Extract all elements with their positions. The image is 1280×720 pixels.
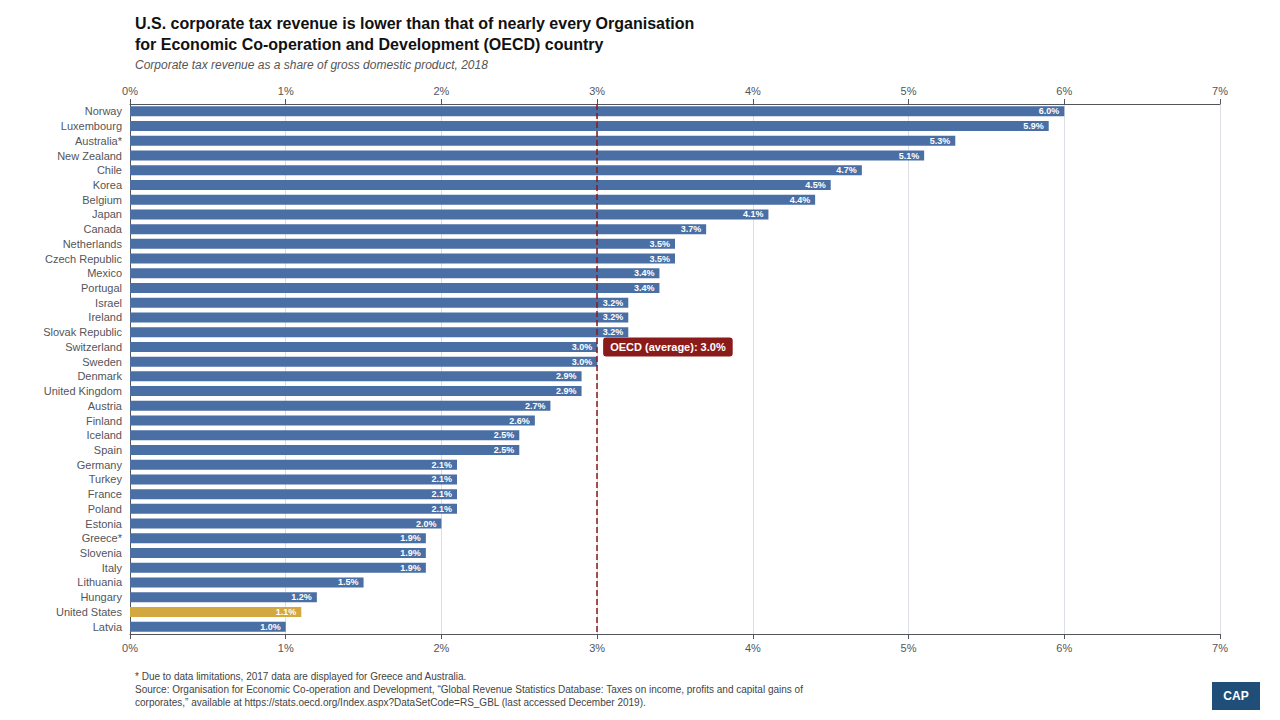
svg-text:2.6%: 2.6% — [509, 416, 530, 426]
svg-text:4.7%: 4.7% — [836, 165, 857, 175]
svg-text:Ireland: Ireland — [88, 311, 122, 323]
svg-text:4.4%: 4.4% — [790, 195, 811, 205]
svg-text:2.1%: 2.1% — [431, 474, 452, 484]
svg-text:5.1%: 5.1% — [899, 151, 920, 161]
svg-text:3%: 3% — [589, 642, 605, 654]
svg-text:Korea: Korea — [93, 179, 123, 191]
svg-text:5%: 5% — [901, 642, 917, 654]
svg-text:Canada: Canada — [83, 223, 122, 235]
svg-text:3.0%: 3.0% — [572, 357, 593, 367]
svg-text:1.5%: 1.5% — [338, 577, 359, 587]
svg-text:Hungary: Hungary — [80, 591, 122, 603]
svg-text:4%: 4% — [745, 85, 761, 97]
svg-text:Belgium: Belgium — [82, 194, 122, 206]
svg-text:3.2%: 3.2% — [603, 312, 624, 322]
svg-text:2.0%: 2.0% — [416, 519, 437, 529]
svg-text:4.5%: 4.5% — [805, 180, 826, 190]
svg-text:1%: 1% — [278, 642, 294, 654]
svg-text:7%: 7% — [1212, 642, 1228, 654]
svg-text:3.2%: 3.2% — [603, 298, 624, 308]
svg-text:Slovenia: Slovenia — [80, 547, 123, 559]
svg-text:Germany: Germany — [77, 459, 123, 471]
svg-text:Turkey: Turkey — [89, 473, 123, 485]
svg-text:* Due to data limitations, 201: * Due to data limitations, 2017 data are… — [135, 671, 466, 682]
svg-text:2.5%: 2.5% — [494, 430, 515, 440]
svg-text:Israel: Israel — [95, 297, 122, 309]
svg-text:United States: United States — [56, 606, 123, 618]
svg-text:1.0%: 1.0% — [260, 622, 281, 632]
svg-text:Italy: Italy — [102, 562, 123, 574]
svg-text:United Kingdom: United Kingdom — [44, 385, 122, 397]
svg-text:4%: 4% — [745, 642, 761, 654]
svg-text:Lithuania: Lithuania — [77, 576, 123, 588]
svg-text:3%: 3% — [589, 85, 605, 97]
svg-text:Portugal: Portugal — [81, 282, 122, 294]
svg-text:for Economic Co-operation and: for Economic Co-operation and Developmen… — [135, 36, 604, 53]
svg-text:Czech Republic: Czech Republic — [45, 253, 123, 265]
svg-text:Iceland: Iceland — [87, 429, 122, 441]
svg-text:Latvia: Latvia — [93, 621, 123, 633]
svg-text:1.1%: 1.1% — [276, 607, 297, 617]
svg-text:6%: 6% — [1056, 85, 1072, 97]
svg-text:OECD (average): 3.0%: OECD (average): 3.0% — [610, 341, 726, 353]
svg-text:Netherlands: Netherlands — [63, 238, 123, 250]
svg-text:3.2%: 3.2% — [603, 327, 624, 337]
svg-text:New Zealand: New Zealand — [57, 150, 122, 162]
svg-text:Sweden: Sweden — [82, 356, 122, 368]
svg-text:Poland: Poland — [88, 503, 122, 515]
svg-text:2.1%: 2.1% — [431, 489, 452, 499]
svg-text:3.5%: 3.5% — [649, 239, 670, 249]
svg-text:5.3%: 5.3% — [930, 136, 951, 146]
svg-text:7%: 7% — [1212, 85, 1228, 97]
svg-text:5%: 5% — [901, 85, 917, 97]
svg-text:Spain: Spain — [94, 444, 122, 456]
svg-text:Norway: Norway — [85, 105, 123, 117]
svg-text:Finland: Finland — [86, 415, 122, 427]
svg-text:1.2%: 1.2% — [291, 592, 312, 602]
svg-text:U.S. corporate tax revenue is: U.S. corporate tax revenue is lower than… — [135, 15, 694, 32]
svg-text:2.9%: 2.9% — [556, 371, 577, 381]
svg-text:Corporate tax revenue as a sha: Corporate tax revenue as a share of gros… — [135, 58, 488, 72]
svg-text:3.5%: 3.5% — [649, 254, 670, 264]
svg-text:2.7%: 2.7% — [525, 401, 546, 411]
svg-text:2.5%: 2.5% — [494, 445, 515, 455]
svg-text:Greece*: Greece* — [82, 532, 123, 544]
svg-text:Mexico: Mexico — [87, 267, 122, 279]
svg-text:Estonia: Estonia — [85, 518, 123, 530]
svg-text:corporates,” available at http: corporates,” available at https://stats.… — [135, 697, 646, 708]
svg-text:Switzerland: Switzerland — [65, 341, 122, 353]
svg-text:France: France — [88, 488, 122, 500]
svg-text:1%: 1% — [278, 85, 294, 97]
svg-text:2.1%: 2.1% — [431, 504, 452, 514]
svg-text:2%: 2% — [433, 85, 449, 97]
svg-text:6%: 6% — [1056, 642, 1072, 654]
svg-text:Austria: Austria — [88, 400, 123, 412]
svg-text:5.9%: 5.9% — [1023, 121, 1044, 131]
svg-text:CAP: CAP — [1223, 689, 1248, 703]
svg-text:1.9%: 1.9% — [400, 563, 421, 573]
svg-text:Japan: Japan — [92, 208, 122, 220]
svg-text:4.1%: 4.1% — [743, 209, 764, 219]
svg-text:1.9%: 1.9% — [400, 548, 421, 558]
svg-text:6.0%: 6.0% — [1039, 106, 1060, 116]
svg-text:0%: 0% — [122, 85, 138, 97]
svg-text:Denmark: Denmark — [77, 370, 122, 382]
svg-text:3.4%: 3.4% — [634, 283, 655, 293]
svg-text:Source: Organisation for Econo: Source: Organisation for Economic Co-ope… — [135, 684, 803, 695]
svg-text:Chile: Chile — [97, 164, 122, 176]
svg-text:2.9%: 2.9% — [556, 386, 577, 396]
svg-text:Luxembourg: Luxembourg — [61, 120, 122, 132]
svg-text:1.9%: 1.9% — [400, 533, 421, 543]
svg-text:2%: 2% — [433, 642, 449, 654]
svg-text:3.0%: 3.0% — [572, 342, 593, 352]
svg-text:3.4%: 3.4% — [634, 268, 655, 278]
svg-text:0%: 0% — [122, 642, 138, 654]
svg-text:2.1%: 2.1% — [431, 460, 452, 470]
svg-text:3.7%: 3.7% — [681, 224, 702, 234]
svg-text:Slovak Republic: Slovak Republic — [43, 326, 122, 338]
svg-text:Australia*: Australia* — [75, 135, 123, 147]
